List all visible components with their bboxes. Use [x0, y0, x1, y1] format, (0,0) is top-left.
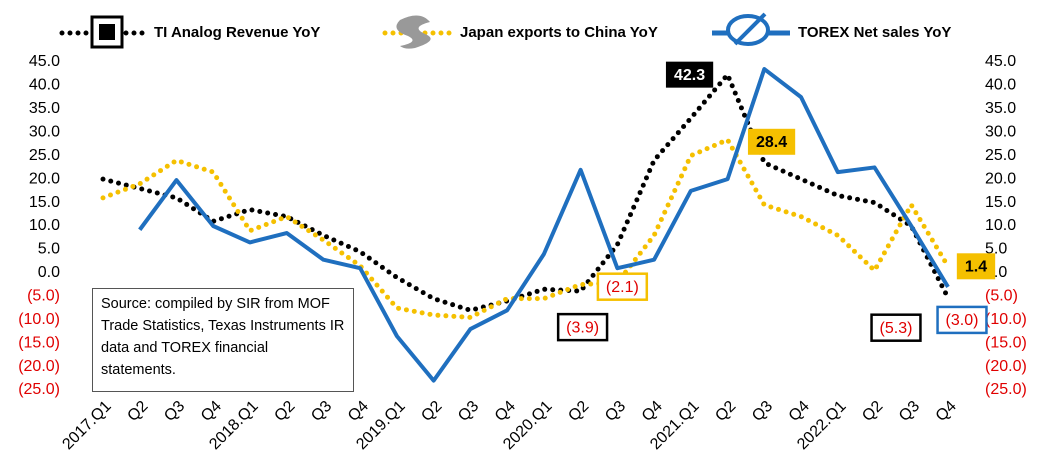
- y-tick-label: 25.0: [29, 147, 60, 164]
- dragon-icon: [396, 15, 431, 49]
- data-label: (5.3): [870, 313, 922, 342]
- torex-icon: [733, 12, 767, 46]
- x-tick-label: Q4: [492, 398, 519, 425]
- data-label: (2.1): [596, 272, 649, 301]
- data-label-text: (5.3): [880, 320, 913, 337]
- data-label-text: (2.1): [606, 279, 639, 296]
- legend-label: TI Analog Revenue YoY: [154, 24, 320, 41]
- x-tick-label: Q3: [308, 398, 335, 425]
- y2-tick-label: 40.0: [985, 77, 1016, 94]
- y-tick-label: 10.0: [29, 217, 60, 234]
- x-tick-label: Q3: [602, 398, 629, 425]
- y-tick-label: (5.0): [27, 288, 60, 305]
- x-tick-label: Q2: [712, 398, 739, 425]
- x-tick-label: Q3: [749, 398, 776, 425]
- y-tick-label: 0.0: [38, 264, 60, 281]
- data-label-box: [956, 253, 996, 280]
- x-tick-label: Q4: [345, 398, 372, 425]
- data-label: 28.4: [747, 128, 796, 155]
- legend-label: TOREX Net sales YoY: [798, 24, 951, 41]
- data-label: (3.9): [556, 312, 609, 342]
- y2-tick-label: (15.0): [985, 334, 1027, 351]
- y2-tick-label: 20.0: [985, 170, 1016, 187]
- x-tick-label: Q4: [786, 398, 813, 425]
- y-tick-label: 30.0: [29, 124, 60, 141]
- y2-tick-label: 45.0: [985, 53, 1016, 70]
- y-tick-label: (15.0): [18, 334, 60, 351]
- y-tick-label: (25.0): [18, 381, 60, 398]
- data-label-text: (3.0): [946, 312, 979, 329]
- data-label-text: 42.3: [674, 67, 705, 84]
- x-tick-label: Q2: [418, 398, 445, 425]
- y-tick-label: 35.0: [29, 100, 60, 117]
- y2-tick-label: 30.0: [985, 124, 1016, 141]
- y-tick-label: 5.0: [38, 241, 60, 258]
- data-label: 42.3: [665, 61, 714, 88]
- y-tick-label: (20.0): [18, 358, 60, 375]
- data-label-box: [556, 312, 609, 342]
- data-label-text: 1.4: [965, 259, 987, 276]
- y2-tick-label: 10.0: [985, 217, 1016, 234]
- chip-icon: [99, 24, 115, 40]
- y2-tick-label: (20.0): [985, 358, 1027, 375]
- x-tick-label: Q4: [933, 398, 960, 425]
- series-line: [100, 72, 951, 313]
- data-label-box: [596, 272, 649, 301]
- legend: TI Analog Revenue YoY Japan exports to C…: [59, 12, 951, 49]
- y-tick-label: 15.0: [29, 194, 60, 211]
- x-tick-label: Q3: [455, 398, 482, 425]
- y2-tick-label: 25.0: [985, 147, 1016, 164]
- data-label-box: [665, 61, 714, 88]
- y-tick-label: 40.0: [29, 77, 60, 94]
- x-tick-label: Q2: [565, 398, 592, 425]
- data-label-text: (3.9): [566, 319, 599, 336]
- data-label-text: 28.4: [756, 134, 787, 151]
- legend-label: Japan exports to China YoY: [460, 24, 658, 41]
- y2-tick-label: (5.0): [985, 288, 1018, 305]
- x-tick-label: Q2: [124, 398, 151, 425]
- x-tick-label: Q2: [859, 398, 886, 425]
- y2-tick-label: 35.0: [985, 100, 1016, 117]
- y2-tick-label: (10.0): [985, 311, 1027, 328]
- y-tick-label: 20.0: [29, 170, 60, 187]
- series-line: [100, 137, 951, 320]
- x-tick-label: Q4: [198, 398, 225, 425]
- x-tick-label: Q4: [639, 398, 666, 425]
- y-tick-label: (10.0): [18, 311, 60, 328]
- data-label-box: [747, 128, 796, 155]
- x-tick-label: Q3: [896, 398, 923, 425]
- y-tick-label: 45.0: [29, 53, 60, 70]
- data-label: 1.4: [956, 253, 996, 280]
- series-line: [138, 67, 950, 383]
- data-label: (3.0): [936, 305, 988, 335]
- x-tick-label: 2017.Q1: [59, 398, 115, 454]
- data-label-box: [936, 305, 988, 335]
- source-note: Source: compiled by SIR from MOF Trade S…: [92, 288, 354, 392]
- y2-tick-label: (25.0): [985, 381, 1027, 398]
- x-tick-label: Q2: [271, 398, 298, 425]
- y2-tick-label: 15.0: [985, 194, 1016, 211]
- data-label-box: [870, 313, 922, 342]
- x-tick-label: Q3: [161, 398, 188, 425]
